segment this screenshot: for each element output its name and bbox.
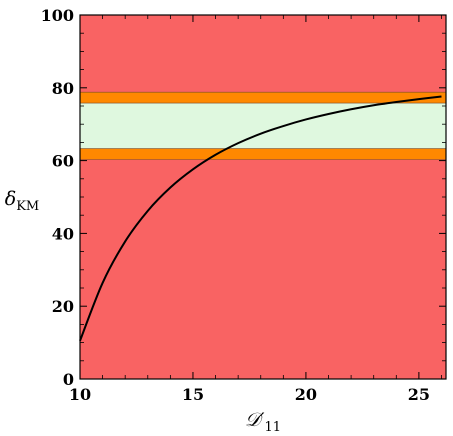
band-excluded	[80, 15, 446, 379]
y-axis-label: δKM	[5, 188, 39, 214]
x-tick-label: 25	[408, 385, 430, 404]
x-tick-label: 10	[69, 385, 91, 404]
y-tick-label: 60	[52, 152, 74, 171]
x-axis-ticks: 10 15 20 25	[69, 15, 442, 404]
bands-layer	[80, 15, 446, 379]
y-tick-label: 80	[52, 79, 74, 98]
x-axis-label-sub: 11	[264, 420, 281, 435]
x-tick-label: 20	[295, 385, 317, 404]
y-tick-label: 100	[41, 6, 74, 25]
series-line-0	[79, 95, 442, 342]
y-tick-label: 20	[52, 297, 74, 316]
y-axis-label-main: δ	[5, 188, 16, 210]
x-axis-label: 𝒟′11	[245, 409, 281, 435]
series-layer	[79, 95, 442, 342]
x-axis-label-main: 𝒟′	[245, 409, 265, 431]
y-axis-label-sub: KM	[16, 199, 39, 214]
y-tick-label: 0	[63, 370, 74, 389]
y-axis-ticks: 0 20 40 60 80 100	[41, 6, 446, 389]
x-tick-label: 15	[182, 385, 204, 404]
y-tick-label: 40	[52, 224, 74, 243]
band-green-1sigma	[80, 103, 446, 149]
